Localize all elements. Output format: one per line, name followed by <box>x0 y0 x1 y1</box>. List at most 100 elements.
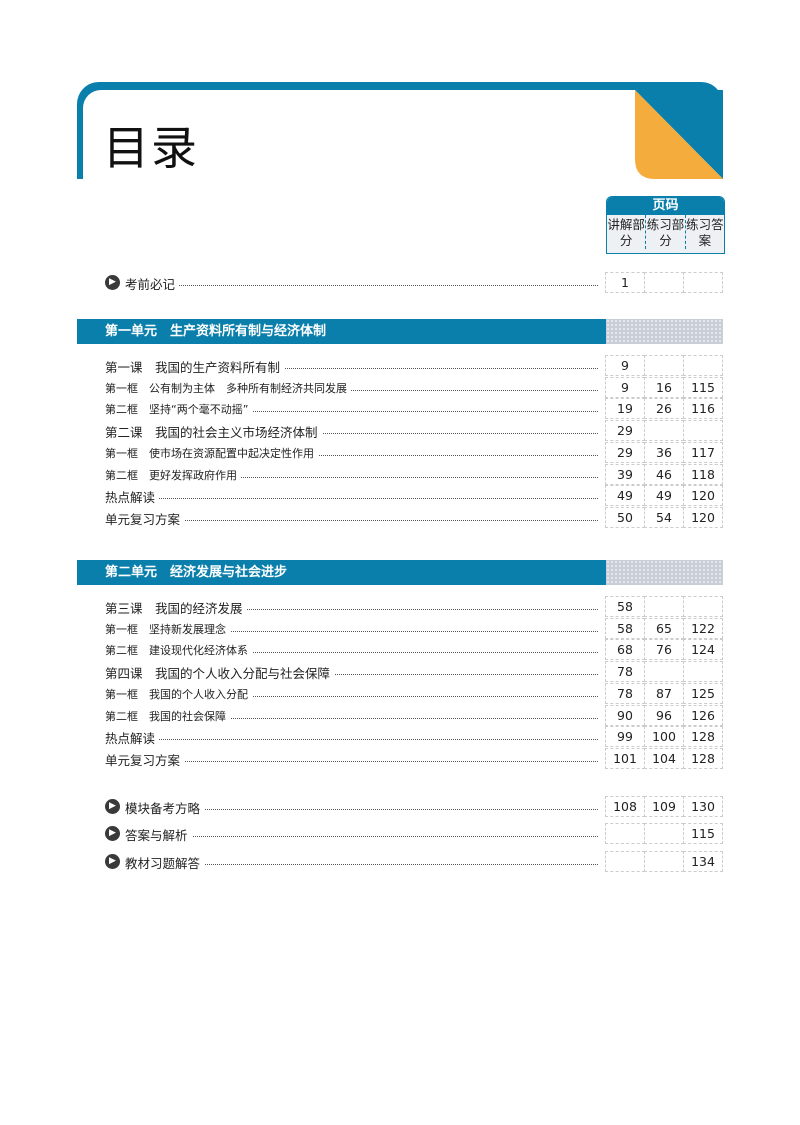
unit-banner: 第一单元 生产资料所有制与经济体制 <box>77 319 723 344</box>
unit-banner: 第二单元 经济发展与社会进步 <box>77 560 723 585</box>
page-number-cell: 29 <box>605 441 645 463</box>
toc-entry[interactable]: 第二框 坚持“两个毫不动摇” 19 26 116 <box>105 398 723 420</box>
unit-title: 第一单元 生产资料所有制与经济体制 <box>77 319 606 344</box>
page-number-cell <box>683 661 723 683</box>
dot-leader <box>125 864 598 865</box>
page-title: 目录 <box>103 121 199 175</box>
page-number-cell: 87 <box>644 682 684 704</box>
page-number-cell: 124 <box>683 639 723 661</box>
page-number-cell: 9 <box>605 355 645 376</box>
entry-label: 第一框 公有制为主体 多种所有制经济共同发展 <box>105 379 351 396</box>
page-number-cell: 128 <box>683 726 723 748</box>
page-number-cell: 116 <box>683 398 723 420</box>
toc-entry[interactable]: 第二课 我国的社会主义市场经济体制 29 <box>105 420 723 442</box>
dot-leader <box>105 739 598 741</box>
page-number-cell: 76 <box>644 639 684 661</box>
entry-label: 教材习题解答 <box>125 853 205 872</box>
page-number-cell: 78 <box>605 661 645 683</box>
dot-leader <box>105 717 598 719</box>
column-header: 练习答案 <box>684 215 724 249</box>
page-number-cell: 26 <box>644 398 684 420</box>
toc-entry[interactable]: 单元复习方案 50 54 120 <box>105 506 723 528</box>
toc-entry[interactable]: ▶ 教材习题解答 134 <box>105 851 723 872</box>
toc-entry[interactable]: 第一课 我国的生产资料所有制 9 <box>105 355 723 376</box>
toc-entry[interactable]: 第一框 使市场在资源配置中起决定性作用 29 36 117 <box>105 441 723 463</box>
page-number-cell <box>644 355 684 376</box>
page-number-cell: 50 <box>605 506 645 528</box>
toc-entry[interactable]: 单元复习方案 101 104 128 <box>105 747 723 769</box>
entry-label: 第二框 更好发挥政府作用 <box>105 466 241 483</box>
page-number-cell: 125 <box>683 682 723 704</box>
page-number-cell: 118 <box>683 463 723 485</box>
page-number-cell: 78 <box>605 682 645 704</box>
page-number-cell: 100 <box>644 726 684 748</box>
toc-entry[interactable]: 第三课 我国的经济发展 58 <box>105 596 723 617</box>
page-number-cell <box>644 596 684 617</box>
page-number-cell: 134 <box>683 851 723 872</box>
arrow-circle-icon: ▶ <box>105 826 120 841</box>
toc-entry[interactable]: 热点解读 49 49 120 <box>105 485 723 507</box>
entry-label: 考前必记 <box>125 274 180 293</box>
dot-leader <box>125 836 598 837</box>
page-number-cell: 39 <box>605 463 645 485</box>
page-number-cell <box>644 823 684 844</box>
toc-entry[interactable]: 第二框 建设现代化经济体系 68 76 124 <box>105 639 723 661</box>
page-number-cell: 29 <box>605 420 645 442</box>
dot-leader <box>105 389 598 391</box>
dot-leader <box>105 498 598 500</box>
entry-label: 第二框 坚持“两个毫不动摇” <box>105 401 253 418</box>
entry-label: 第三课 我国的经济发展 <box>105 598 247 617</box>
page-number-cell <box>683 355 723 376</box>
page-number-cell: 19 <box>605 398 645 420</box>
entry-label: 第二框 我国的社会保障 <box>105 707 230 724</box>
dot-leader <box>105 652 598 654</box>
arrow-circle-icon: ▶ <box>105 799 120 814</box>
page-number-cell: 108 <box>605 796 645 817</box>
toc-entry[interactable]: 第一框 我国的个人收入分配 78 87 125 <box>105 682 723 704</box>
page-number-cell <box>644 420 684 442</box>
entry-label: 第二课 我国的社会主义市场经济体制 <box>105 422 322 442</box>
entry-label: 第一框 我国的个人收入分配 <box>105 685 252 702</box>
title-banner <box>77 82 723 179</box>
page-number-cell: 101 <box>605 747 645 769</box>
dot-leader <box>105 630 598 632</box>
entry-label: 第一课 我国的生产资料所有制 <box>105 357 285 376</box>
page-number-cell <box>644 272 684 293</box>
page-number-cell: 104 <box>644 747 684 769</box>
page-number-cell: 58 <box>605 617 645 639</box>
toc-entry[interactable]: 第四课 我国的个人收入分配与社会保障 78 <box>105 661 723 683</box>
page-number-cell: 126 <box>683 704 723 726</box>
page-number-cell: 128 <box>683 747 723 769</box>
page-number-cell: 58 <box>605 596 645 617</box>
page-code-title: 页码 <box>607 197 724 215</box>
page-number-cell <box>683 420 723 442</box>
page-code-header: 页码 讲解部分 练习部分 练习答案 <box>606 196 725 254</box>
toc-entry[interactable]: 第一框 公有制为主体 多种所有制经济共同发展 9 16 115 <box>105 376 723 398</box>
page-number-cell <box>605 851 645 872</box>
entry-label: 第一框 坚持新发展理念 <box>105 620 230 637</box>
entry-label: 第二框 建设现代化经济体系 <box>105 642 252 659</box>
dot-leader <box>105 519 598 521</box>
toc-entry[interactable]: ▶ 答案与解析 115 <box>105 823 723 844</box>
unit-title: 第二单元 经济发展与社会进步 <box>77 560 606 585</box>
entry-label: 第一框 使市场在资源配置中起决定性作用 <box>105 444 318 461</box>
page-number-cell: 1 <box>605 272 645 293</box>
page-number-cell: 46 <box>644 463 684 485</box>
arrow-circle-icon: ▶ <box>105 275 120 290</box>
page-number-cell: 49 <box>644 485 684 507</box>
entry-label: 热点解读 <box>105 728 160 748</box>
toc-entry[interactable]: ▶ 模块备考方略 108 109 130 <box>105 796 723 817</box>
toc-entry[interactable]: 第二框 更好发挥政府作用 39 46 118 <box>105 463 723 485</box>
toc-entry[interactable]: ▶ 考前必记 1 <box>105 272 723 293</box>
page-number-cell: 9 <box>605 376 645 398</box>
corner-decoration-icon <box>635 90 723 179</box>
page-number-cell: 36 <box>644 441 684 463</box>
page-number-cell <box>644 661 684 683</box>
dot-leader <box>105 760 598 762</box>
toc-entry[interactable]: 热点解读 99 100 128 <box>105 726 723 748</box>
toc-entry[interactable]: 第二框 我国的社会保障 90 96 126 <box>105 704 723 726</box>
dot-leader <box>125 285 598 286</box>
column-header: 讲解部分 <box>607 217 645 248</box>
toc-entry[interactable]: 第一框 坚持新发展理念 58 65 122 <box>105 617 723 639</box>
dot-leader <box>105 609 598 610</box>
